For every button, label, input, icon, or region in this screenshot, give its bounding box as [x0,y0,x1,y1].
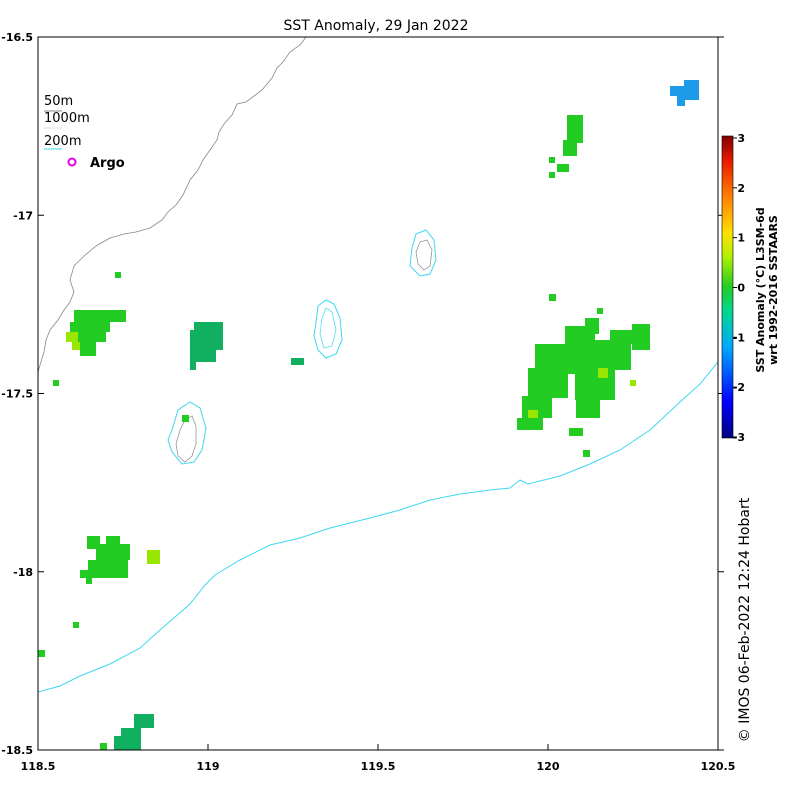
y-axis: -16.5 -17 -17.5 -18 -18.5 [1,31,724,757]
colorbar-ticks: 3 2 1 0 -1 -2 -3 [733,132,746,444]
pixel-cluster-west-top [53,272,126,386]
x-tick-label: 118.5 [21,760,56,773]
pixel-cluster-southwest [38,536,130,750]
pixel-cluster-teal [190,322,304,370]
x-axis: 118.5 119 119.5 120 120.5 [21,744,736,773]
coastline [38,37,307,373]
pixel-cluster-south-teal [114,714,154,750]
pixel-cluster-east-main [517,294,650,457]
x-tick-label: 120.5 [701,760,736,773]
legend-label-1000m: 1000m [44,111,90,126]
pixel-lime-single [147,550,160,564]
pixel-cluster-east-north [549,115,583,178]
x-tick-label: 119.5 [361,760,396,773]
x-tick-label: 119 [197,760,220,773]
colorbar-tick-label: 1 [737,232,745,245]
plot-frame [37,36,719,751]
y-tick-label: -18.5 [1,744,33,757]
pixel-cluster-west-lime [66,332,80,350]
colorbar-label-line1: SST Anomaly (°C) L3SM-6d [754,207,767,372]
contour-island-middle-inner [319,307,337,349]
colorbar-tick-label: 0 [737,282,745,295]
legend-label-argo: Argo [90,156,125,171]
contour-island-middle [313,299,343,359]
colorbar-tick-label: -1 [733,331,745,344]
pixel-cluster-east-lime [528,368,636,418]
y-tick-label: -18 [13,566,33,579]
contour-island-north [409,229,437,277]
map-title: SST Anomaly, 29 Jan 2022 [283,18,468,34]
island-small [415,239,433,271]
y-tick-label: -17.5 [1,388,33,401]
island-south [175,415,197,463]
legend-label-50m: 50m [44,94,73,109]
pixel-island-south [182,415,189,422]
colorbar-tick-label: -3 [733,431,745,444]
legend-label-200m: 200m [44,134,81,149]
colorbar-label-line2: wrt 1992-2016 SSTAARS [767,215,780,365]
colorbar-tick-label: 2 [737,182,745,195]
argo-marker-icon [67,157,77,167]
colorbar-tick-label: 3 [737,132,745,145]
plot-area [38,37,718,750]
legend: 50m 1000m 200m Argo [44,94,125,171]
colorbar-tick-label: -2 [733,381,745,394]
x-tick-label: 120 [537,760,560,773]
y-tick-label: -16.5 [1,31,33,44]
sst-anomaly-pixels [38,80,699,750]
credit-text: © IMOS 06-Feb-2022 12:24 Hobart [737,497,753,742]
colorbar-gradient [721,135,734,439]
contour-island-south [167,401,207,465]
pixel-cluster-blue [670,80,699,106]
colorbar: 3 2 1 0 -1 -2 -3 SST Anomaly (°C) L3SM-6d wrt … [721,132,780,444]
y-tick-label: -17 [13,209,33,222]
contour-200m-shelf [38,361,718,693]
